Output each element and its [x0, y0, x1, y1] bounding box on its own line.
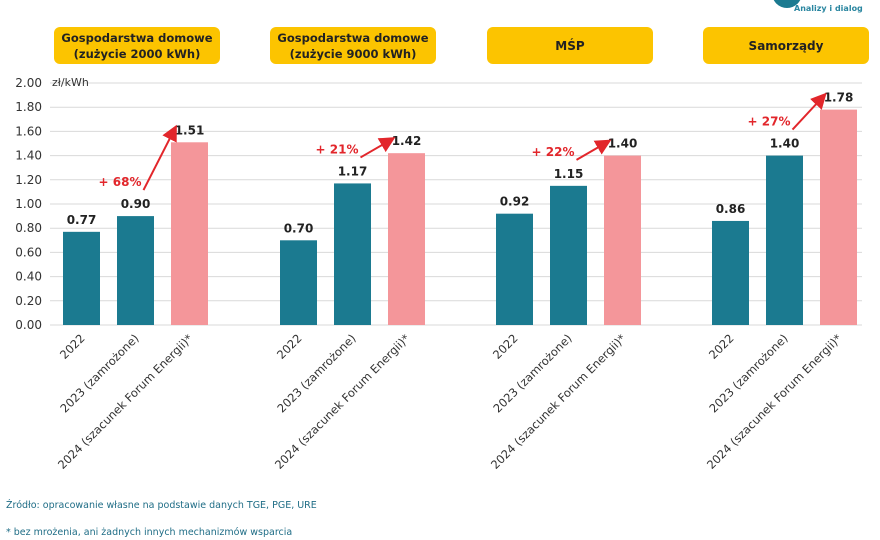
y-tick-label: 1.20: [15, 173, 42, 187]
y-tick-label: 1.60: [15, 124, 42, 138]
change-label: + 68%: [99, 175, 142, 189]
bar: [712, 221, 749, 325]
data-label: 1.40: [770, 137, 800, 151]
x-tick-label: 2022: [57, 331, 88, 362]
data-label: 0.77: [67, 213, 97, 227]
bar: [63, 232, 100, 325]
change-arrow: [577, 142, 609, 160]
data-label: 0.86: [716, 202, 746, 216]
data-label: 0.70: [284, 221, 314, 235]
bar: [117, 216, 154, 325]
data-label: 1.40: [608, 137, 638, 151]
data-label: 0.90: [121, 197, 151, 211]
group-header-label: Samorządy: [749, 39, 824, 53]
y-tick-label: 1.40: [15, 149, 42, 163]
data-label: 1.51: [175, 123, 205, 137]
data-label: 0.92: [500, 195, 530, 209]
y-tick-label: 0.40: [15, 270, 42, 284]
x-tick-label: 2022: [490, 331, 521, 362]
group-header-sublabel: (zużycie 2000 kWh): [74, 47, 201, 61]
y-tick-label: 0.60: [15, 245, 42, 259]
change-arrow: [144, 128, 176, 190]
source-note: Źródło: opracowanie własne na podstawie …: [6, 500, 317, 511]
group-header-label: Gospodarstwa domowe: [61, 31, 212, 45]
asterisk-note: * bez mrożenia, ani żadnych innych mecha…: [6, 527, 292, 538]
bar: [171, 142, 208, 325]
logo-tagline: Analizy i dialog: [794, 4, 863, 13]
data-label: 1.42: [392, 134, 422, 148]
change-label: + 21%: [316, 142, 359, 156]
bar: [604, 156, 641, 325]
x-tick-label: 2022: [706, 331, 737, 362]
y-tick-label: 1.80: [15, 100, 42, 114]
bar: [766, 156, 803, 325]
group-header-sublabel: (zużycie 9000 kWh): [290, 47, 417, 61]
y-tick-label: 2.00: [15, 76, 42, 90]
y-tick-label: 0.20: [15, 294, 42, 308]
bar: [334, 183, 371, 325]
bar-chart: 0.00 0.20 0.40 0.60 0.80 1.00 1.20 1.40 1.60 1.80…: [0, 0, 880, 500]
bar: [496, 214, 533, 325]
data-label: 1.78: [824, 91, 854, 105]
y-axis-label: zł/kWh: [52, 76, 89, 89]
change-arrow: [361, 139, 393, 157]
group-header-label: MŚP: [555, 38, 585, 53]
data-label: 1.17: [338, 164, 368, 178]
change-arrow: [793, 96, 825, 130]
change-label: + 27%: [748, 115, 791, 129]
bar: [388, 153, 425, 325]
bar: [550, 186, 587, 325]
bar: [820, 110, 857, 325]
logo: Analizy i dialog: [766, 0, 866, 18]
group-header-label: Gospodarstwa domowe: [277, 31, 428, 45]
y-tick-label: 1.00: [15, 197, 42, 211]
x-tick-label: 2022: [274, 331, 305, 362]
y-tick-label: 0.00: [15, 318, 42, 332]
bar: [280, 240, 317, 325]
data-label: 1.15: [554, 167, 584, 181]
change-label: + 22%: [532, 145, 575, 159]
y-tick-label: 0.80: [15, 221, 42, 235]
